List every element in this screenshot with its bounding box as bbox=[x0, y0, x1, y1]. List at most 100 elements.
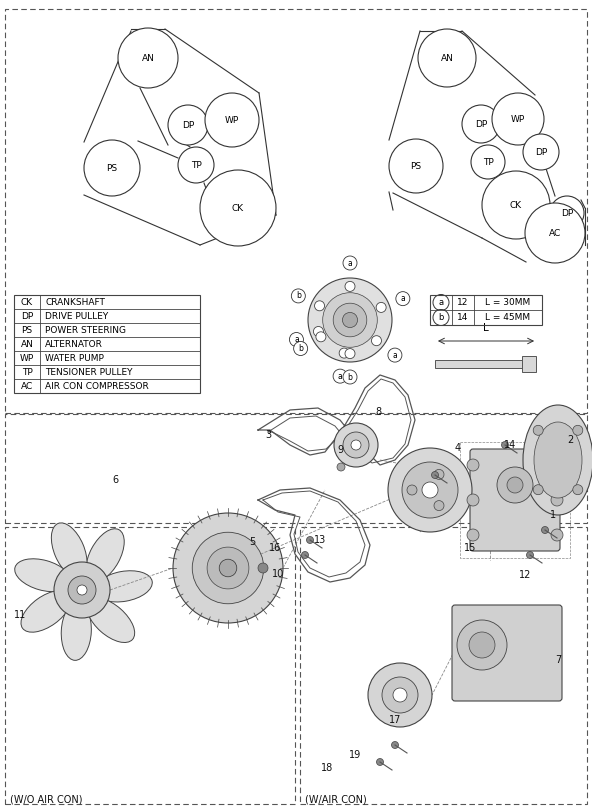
Bar bbox=[430, 295, 542, 325]
Circle shape bbox=[433, 294, 449, 311]
Circle shape bbox=[418, 29, 476, 87]
Circle shape bbox=[402, 462, 458, 518]
Ellipse shape bbox=[21, 591, 71, 632]
Text: 5: 5 bbox=[249, 537, 255, 547]
Circle shape bbox=[337, 463, 345, 471]
Text: AIR CON COMPRESSOR: AIR CON COMPRESSOR bbox=[45, 382, 149, 391]
Text: 4: 4 bbox=[455, 443, 461, 453]
Text: b: b bbox=[298, 344, 303, 353]
Text: a: a bbox=[392, 350, 397, 359]
Text: a: a bbox=[439, 298, 443, 307]
Circle shape bbox=[343, 370, 357, 384]
Circle shape bbox=[334, 423, 378, 467]
Circle shape bbox=[422, 482, 438, 498]
Ellipse shape bbox=[15, 559, 71, 591]
Circle shape bbox=[523, 134, 559, 170]
Circle shape bbox=[433, 310, 449, 325]
Text: DRIVE PULLEY: DRIVE PULLEY bbox=[45, 311, 108, 320]
Text: DP: DP bbox=[21, 311, 33, 320]
Circle shape bbox=[469, 632, 495, 658]
Text: (W/AIR CON): (W/AIR CON) bbox=[305, 794, 367, 804]
Ellipse shape bbox=[534, 422, 582, 498]
Text: 14: 14 bbox=[504, 440, 516, 450]
Circle shape bbox=[432, 472, 439, 478]
Text: 11: 11 bbox=[14, 610, 26, 620]
Ellipse shape bbox=[52, 523, 87, 578]
Circle shape bbox=[333, 303, 367, 337]
Text: 12: 12 bbox=[519, 570, 531, 580]
Circle shape bbox=[345, 282, 355, 291]
Circle shape bbox=[308, 278, 392, 362]
Circle shape bbox=[200, 170, 276, 246]
Text: PS: PS bbox=[410, 162, 422, 171]
Circle shape bbox=[551, 459, 563, 471]
Ellipse shape bbox=[86, 529, 124, 582]
Circle shape bbox=[289, 332, 304, 346]
Circle shape bbox=[178, 147, 214, 183]
Text: AN: AN bbox=[440, 53, 453, 62]
Circle shape bbox=[168, 105, 208, 145]
Circle shape bbox=[173, 513, 283, 623]
Text: (W/O AIR CON): (W/O AIR CON) bbox=[10, 794, 82, 804]
Circle shape bbox=[382, 677, 418, 713]
Circle shape bbox=[533, 426, 543, 435]
Text: 6: 6 bbox=[112, 475, 118, 485]
Circle shape bbox=[525, 203, 585, 263]
Circle shape bbox=[207, 547, 249, 589]
Circle shape bbox=[351, 440, 361, 450]
Text: 16: 16 bbox=[269, 543, 281, 553]
Text: TP: TP bbox=[191, 160, 201, 170]
Circle shape bbox=[501, 442, 509, 448]
Text: PS: PS bbox=[21, 325, 33, 334]
Circle shape bbox=[434, 469, 444, 480]
Circle shape bbox=[342, 312, 358, 328]
Text: b: b bbox=[438, 313, 443, 322]
Text: 19: 19 bbox=[349, 750, 361, 760]
Circle shape bbox=[371, 336, 381, 345]
Text: a: a bbox=[400, 294, 406, 303]
Text: a: a bbox=[348, 259, 352, 268]
Text: AN: AN bbox=[21, 340, 33, 349]
Circle shape bbox=[118, 28, 178, 88]
Circle shape bbox=[407, 485, 417, 495]
Text: DP: DP bbox=[182, 121, 194, 129]
Circle shape bbox=[573, 426, 583, 435]
Text: TP: TP bbox=[22, 367, 33, 376]
Circle shape bbox=[482, 171, 550, 239]
Text: a: a bbox=[337, 371, 343, 380]
Circle shape bbox=[434, 501, 444, 510]
Text: WP: WP bbox=[511, 115, 525, 124]
Circle shape bbox=[507, 477, 523, 493]
Text: 8: 8 bbox=[375, 407, 381, 417]
Circle shape bbox=[550, 196, 584, 230]
Text: 2: 2 bbox=[567, 435, 573, 445]
Circle shape bbox=[294, 341, 308, 355]
Circle shape bbox=[497, 467, 533, 503]
Text: DP: DP bbox=[475, 120, 487, 129]
Circle shape bbox=[526, 552, 533, 558]
Circle shape bbox=[219, 559, 237, 577]
Circle shape bbox=[533, 485, 543, 494]
Circle shape bbox=[316, 332, 326, 341]
Text: 1: 1 bbox=[550, 510, 556, 520]
Circle shape bbox=[307, 536, 314, 544]
Circle shape bbox=[388, 348, 402, 362]
Text: DP: DP bbox=[535, 147, 547, 156]
Circle shape bbox=[388, 448, 472, 532]
Circle shape bbox=[377, 759, 384, 765]
Ellipse shape bbox=[523, 405, 592, 515]
Circle shape bbox=[376, 303, 386, 312]
Circle shape bbox=[205, 93, 259, 147]
Text: L = 30MM: L = 30MM bbox=[485, 298, 530, 307]
Circle shape bbox=[467, 459, 479, 471]
Circle shape bbox=[467, 494, 479, 506]
Text: L: L bbox=[483, 323, 489, 333]
Text: 7: 7 bbox=[555, 655, 561, 665]
Circle shape bbox=[471, 145, 505, 179]
Text: 9: 9 bbox=[337, 445, 343, 455]
Ellipse shape bbox=[95, 571, 152, 602]
Ellipse shape bbox=[61, 603, 91, 660]
FancyBboxPatch shape bbox=[452, 605, 562, 701]
Circle shape bbox=[84, 140, 140, 196]
Circle shape bbox=[573, 485, 583, 494]
